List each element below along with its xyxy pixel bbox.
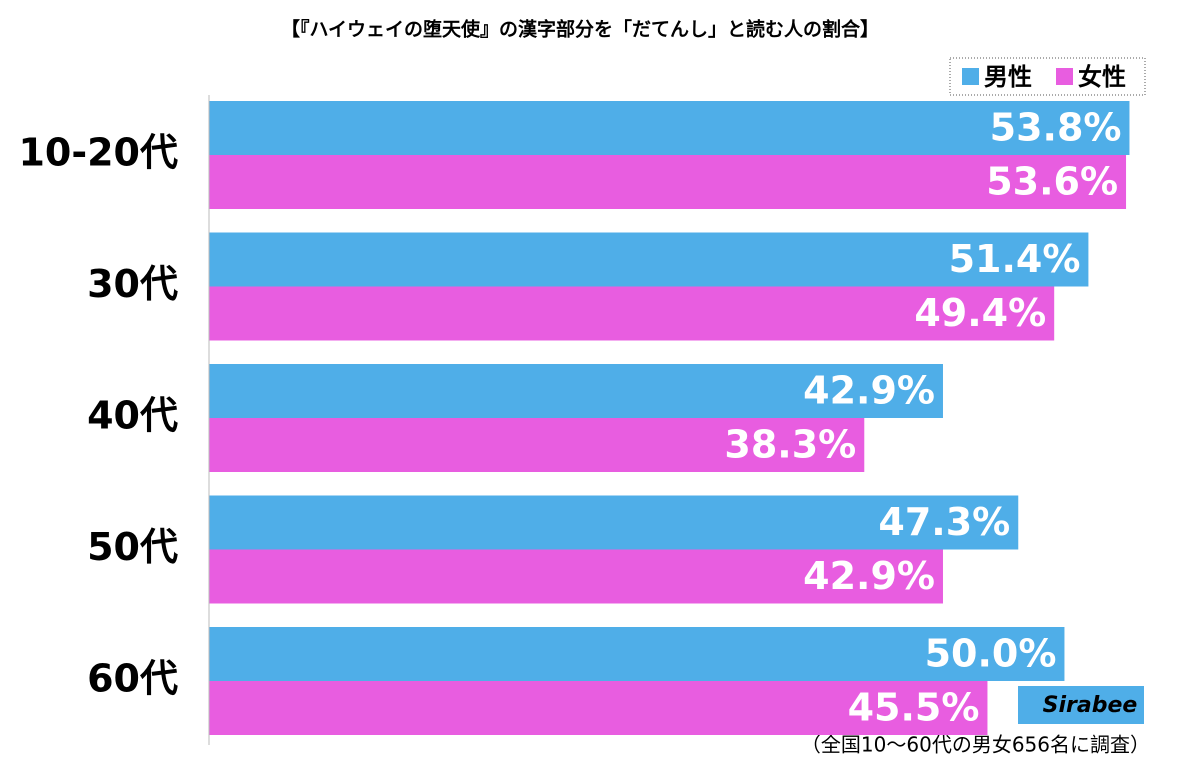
data-label: 38.3% xyxy=(724,423,856,467)
data-label: 50.0% xyxy=(925,632,1057,676)
bar xyxy=(209,155,1127,209)
legend-swatch xyxy=(1056,68,1073,85)
bar xyxy=(209,232,1089,287)
bar xyxy=(209,418,865,472)
legend-swatch xyxy=(962,68,979,85)
bar xyxy=(209,681,988,735)
footnote: （全国10〜60代の男女656名に調査） xyxy=(801,733,1150,757)
data-label: 51.4% xyxy=(949,237,1081,281)
bar xyxy=(209,627,1065,681)
data-label: 47.3% xyxy=(878,500,1010,544)
y-tick-label: 60代 xyxy=(87,657,178,701)
data-label: 53.6% xyxy=(986,160,1118,204)
logo: Sirabee xyxy=(1043,693,1138,718)
y-tick-label: 50代 xyxy=(87,525,178,569)
bar xyxy=(209,364,943,418)
bar xyxy=(209,101,1130,155)
y-tick-label: 30代 xyxy=(87,262,178,306)
data-label: 42.9% xyxy=(803,369,935,413)
data-label: 49.4% xyxy=(914,291,1046,335)
bar xyxy=(209,286,1055,341)
y-tick-label: 40代 xyxy=(87,394,178,438)
y-tick-label: 10-20代 xyxy=(18,131,178,175)
data-label: 42.9% xyxy=(803,554,935,598)
legend-label: 女性 xyxy=(1078,63,1126,91)
chart-title: 【『ハイウェイの堕天使』の漢字部分を「だてんし」と読む人の割合】 xyxy=(281,18,879,41)
bar xyxy=(209,495,1019,550)
bar xyxy=(209,549,943,604)
logo-box xyxy=(1018,686,1144,724)
legend-box xyxy=(949,57,1146,96)
legend-label: 男性 xyxy=(984,63,1032,91)
data-label: 53.8% xyxy=(990,106,1122,150)
data-label: 45.5% xyxy=(848,686,980,730)
